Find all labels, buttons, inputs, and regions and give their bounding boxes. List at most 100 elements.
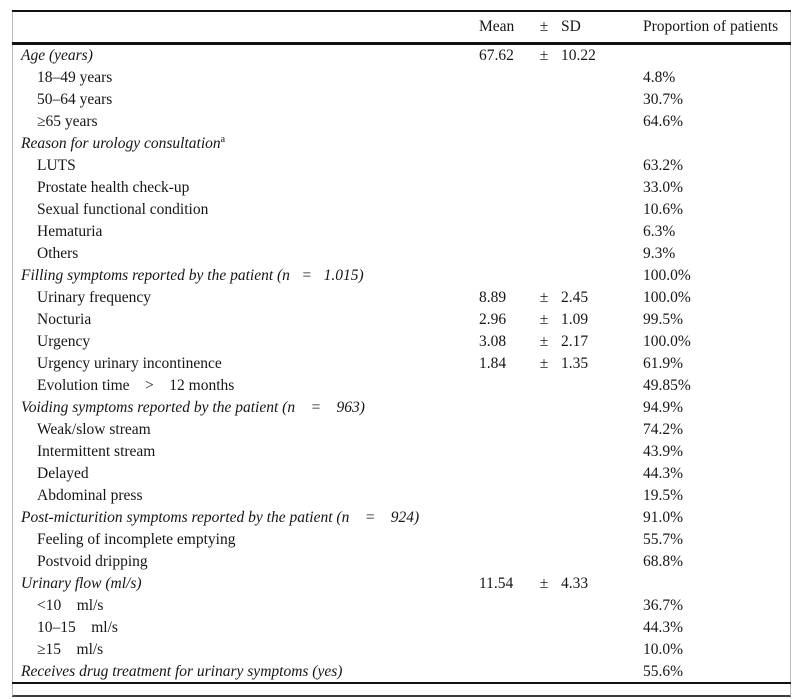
row-proportion-value: 10.6% (643, 201, 684, 218)
row-label: ≥15 ml/s (37, 641, 104, 658)
row-label: Intermittent stream (37, 443, 156, 460)
row-plus-minus (533, 551, 555, 573)
row-sd-value (555, 529, 615, 551)
row-proportion-value (615, 45, 790, 67)
row-plus-minus (533, 463, 555, 485)
table-row: Voiding symptoms reported by the patient… (13, 397, 790, 419)
table-frame: Mean ± SD Proportion of patients Age (ye… (12, 10, 791, 697)
row-mean-value (479, 397, 533, 419)
row-mean-value (479, 507, 533, 529)
row-mean-value (479, 595, 533, 617)
row-mean-value (479, 67, 533, 89)
row-mean-value (479, 133, 533, 155)
row-proportion-value (615, 573, 790, 595)
row-proportion-value: 61.9% (643, 355, 684, 372)
row-sd-value: 2.17 (561, 333, 589, 350)
row-label: Urgency (37, 333, 91, 350)
row-proportion-value: 33.0% (643, 179, 684, 196)
row-mean-value (479, 221, 533, 243)
row-plus-minus: ± (539, 289, 549, 306)
row-proportion-value: 100.0% (643, 289, 691, 306)
row-plus-minus (533, 617, 555, 639)
header-mean: Mean (479, 18, 515, 35)
row-proportion-value: 55.6% (643, 663, 684, 680)
row-mean-value (479, 463, 533, 485)
row-label: Urinary frequency (37, 289, 152, 306)
row-sd-value (555, 375, 615, 397)
row-label: Abdominal press (37, 487, 143, 504)
table-top-rule (12, 10, 791, 12)
row-plus-minus (533, 221, 555, 243)
row-mean-value: 8.89 (479, 289, 507, 306)
table-row: Receives drug treatment for urinary symp… (13, 661, 790, 683)
table-row: Evolution time > 12 months 49.85% (13, 375, 790, 397)
table-header-rule (12, 42, 791, 45)
table-row: Hematuria 6.3% (13, 221, 790, 243)
row-proportion-value: 36.7% (643, 597, 684, 614)
header-sd: SD (561, 18, 581, 35)
table-row: Urinary flow (ml/s) 11.54 ± 4.33 (13, 573, 790, 595)
row-proportion-value: 63.2% (643, 157, 684, 174)
table-row: Weak/slow stream 74.2% (13, 419, 790, 441)
row-mean-value (479, 89, 533, 111)
table-row: Feeling of incomplete emptying 55.7% (13, 529, 790, 551)
row-label: Feeling of incomplete emptying (37, 531, 236, 548)
row-label: Voiding symptoms reported by the patient… (21, 399, 365, 416)
row-proportion-value: 44.3% (643, 465, 684, 482)
row-mean-value (479, 155, 533, 177)
row-plus-minus (533, 155, 555, 177)
row-proportion-value: 10.0% (643, 641, 684, 658)
row-mean-value (479, 485, 533, 507)
row-mean-value (479, 375, 533, 397)
table-row: Delayed 44.3% (13, 463, 790, 485)
row-plus-minus (533, 89, 555, 111)
row-plus-minus (533, 661, 555, 683)
row-proportion-value (615, 133, 790, 155)
row-sd-value: 1.09 (561, 311, 589, 328)
row-sd-value (555, 463, 615, 485)
row-plus-minus (533, 265, 555, 287)
row-proportion-value: 49.85% (643, 377, 691, 394)
row-label: Delayed (37, 465, 89, 482)
row-sd-value (555, 133, 615, 155)
row-plus-minus (533, 485, 555, 507)
row-label: Evolution time > 12 months (37, 377, 235, 394)
row-label: Others (37, 245, 79, 262)
header-empty-cell (13, 12, 479, 42)
table-header-row: Mean ± SD Proportion of patients (13, 12, 790, 42)
row-sd-value (555, 485, 615, 507)
row-label: ≥65 years (37, 113, 98, 130)
row-mean-value: 11.54 (479, 575, 514, 592)
row-label: Nocturia (37, 311, 92, 328)
row-plus-minus (533, 397, 555, 419)
row-sd-value (555, 67, 615, 89)
row-sd-value: 1.35 (561, 355, 589, 372)
table-row: Filling symptoms reported by the patient… (13, 265, 790, 287)
row-label: Filling symptoms reported by the patient… (21, 267, 364, 284)
table-row: Urgency urinary incontinence 1.84 ± 1.35… (13, 353, 790, 375)
row-proportion-value: 4.8% (643, 69, 676, 86)
row-sd-value (555, 243, 615, 265)
row-mean-value (479, 265, 533, 287)
table-row: Intermittent stream 43.9% (13, 441, 790, 463)
table-row: Urgency 3.08 ± 2.17 100.0% (13, 331, 790, 353)
row-label: Urinary flow (ml/s) (21, 575, 142, 592)
row-sd-value: 4.33 (561, 575, 589, 592)
table-row: 18–49 years 4.8% (13, 67, 790, 89)
row-sd-value (555, 155, 615, 177)
row-label: Post-micturition symptoms reported by th… (21, 509, 420, 526)
row-label: Sexual functional condition (37, 201, 209, 218)
row-sd-value (555, 199, 615, 221)
row-sd-value (555, 177, 615, 199)
row-mean-value: 3.08 (479, 333, 507, 350)
row-proportion-value: 44.3% (643, 619, 684, 636)
row-plus-minus (533, 595, 555, 617)
row-plus-minus (533, 177, 555, 199)
table-body: Age (years) 67.62 ± 10.22 18–49 years 4.… (13, 45, 790, 683)
row-sd-value (555, 507, 615, 529)
row-proportion-value: 9.3% (643, 245, 676, 262)
row-mean-value: 67.62 (479, 47, 514, 64)
row-proportion-value: 19.5% (643, 487, 684, 504)
row-proportion-value: 43.9% (643, 443, 684, 460)
